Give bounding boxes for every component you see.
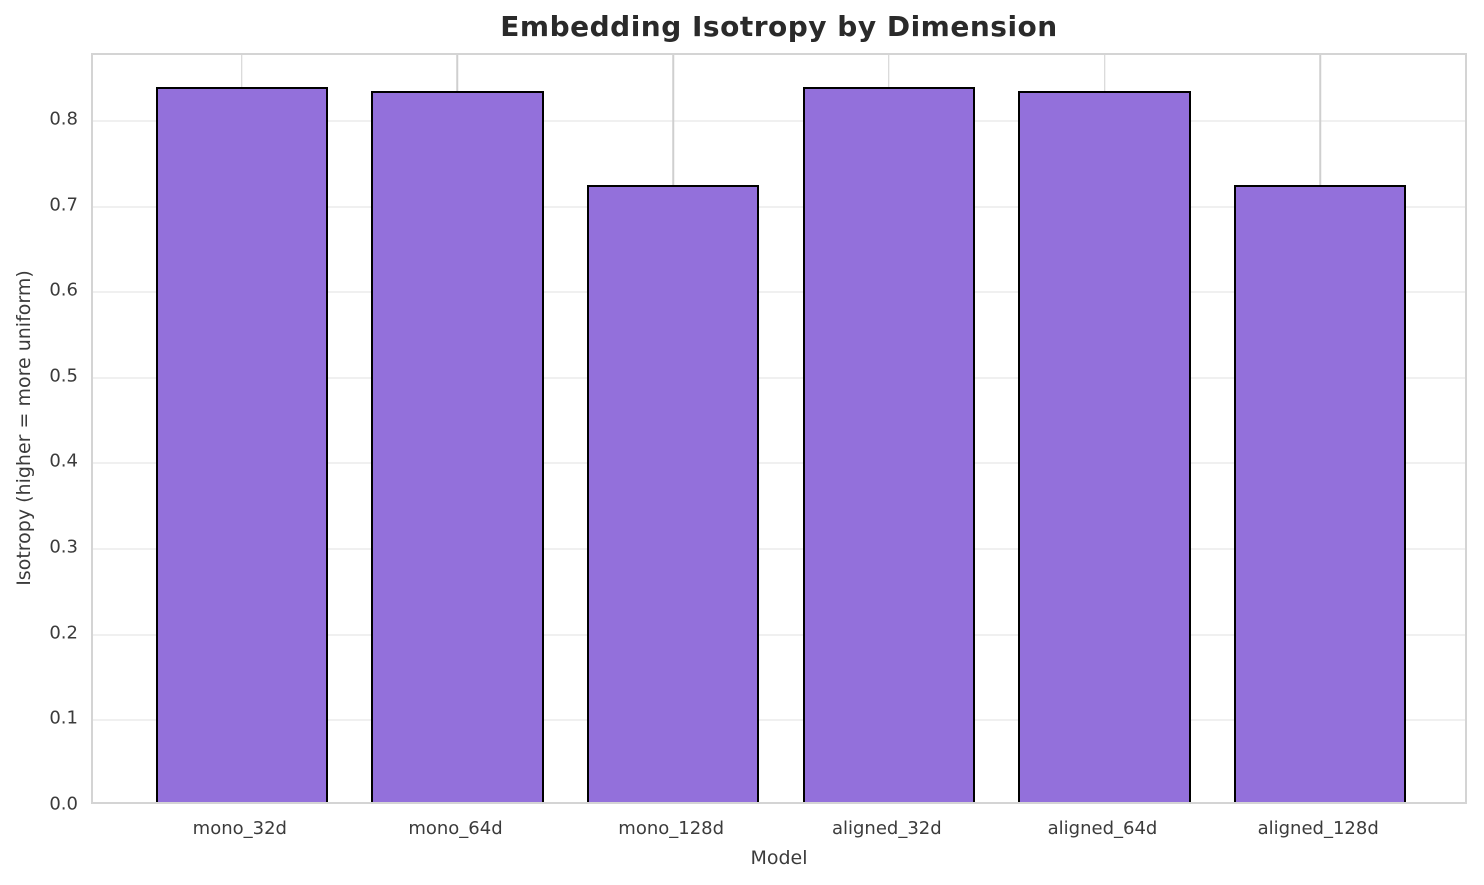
x-tick-label: mono_128d [618, 818, 725, 839]
bar-mono_128d [586, 185, 760, 802]
y-tick-label: 0.7 [49, 194, 78, 216]
h-gridline [93, 719, 1465, 722]
y-tick-label: 0.4 [49, 450, 78, 472]
h-gridline [93, 376, 1465, 379]
h-gridline [93, 291, 1465, 294]
y-tick-label: 0.3 [49, 536, 78, 558]
h-gridline [93, 633, 1465, 636]
y-tick-label: 0.5 [49, 365, 78, 387]
bar-aligned_32d [802, 86, 976, 802]
y-tick-label: 0.0 [49, 793, 78, 815]
y-axis-label: Isotropy (higher = more uniform) [13, 270, 35, 586]
x-tick-label: aligned_64d [1047, 818, 1158, 839]
h-gridline [93, 548, 1465, 551]
x-tick-label: mono_32d [192, 818, 287, 839]
h-gridline [93, 205, 1465, 208]
bar-mono_64d [371, 91, 544, 802]
x-tick-label: aligned_32d [831, 818, 942, 839]
y-tick-label: 0.2 [49, 622, 78, 644]
bar-aligned_64d [1018, 91, 1191, 802]
y-tick-label: 0.8 [49, 108, 78, 130]
bar-aligned_128d [1233, 185, 1407, 802]
x-tick-label: aligned_128d [1257, 818, 1379, 839]
h-gridline [93, 462, 1465, 465]
plot-area [91, 53, 1467, 804]
y-tick-label: 0.1 [49, 707, 78, 729]
chart-title: Embedding Isotropy by Dimension [500, 10, 1058, 43]
bar-mono_32d [155, 86, 329, 802]
h-gridline [93, 119, 1465, 122]
x-axis-label: Model [750, 847, 808, 869]
x-tick-label: mono_64d [408, 818, 503, 839]
y-tick-label: 0.6 [49, 279, 78, 301]
